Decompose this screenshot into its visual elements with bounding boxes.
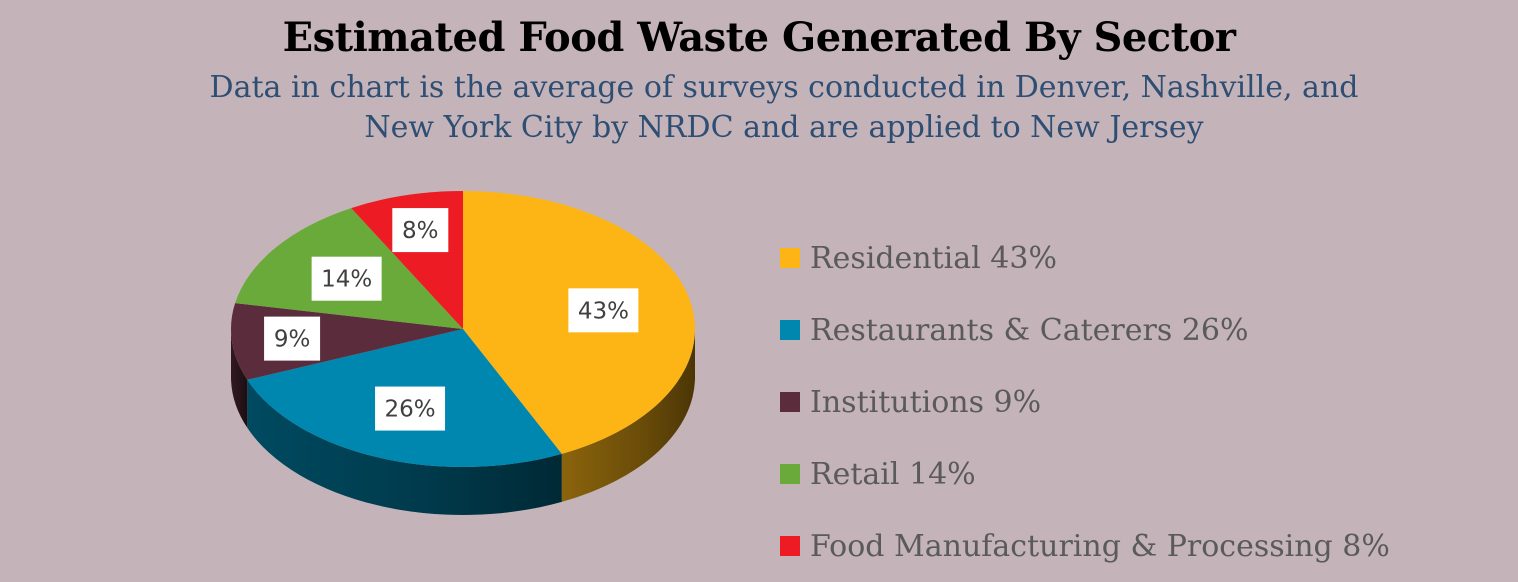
data-label-text: 26% (384, 397, 435, 423)
data-label: 9% (264, 316, 321, 361)
legend-swatch (780, 536, 800, 556)
legend-item: Residential 43% (780, 222, 1390, 294)
legend-item: Retail 14% (780, 438, 1390, 510)
legend-label: Residential 43% (810, 240, 1057, 276)
chart-subtitle: Data in chart is the average of surveys … (209, 70, 1359, 145)
data-label: 8% (392, 208, 449, 253)
chart-title: Estimated Food Waste Generated By Sector (282, 14, 1236, 61)
data-label-text: 43% (578, 298, 629, 324)
pie-side-restaurants-caterers (247, 379, 562, 515)
legend-label: Restaurants & Caterers 26% (810, 312, 1249, 348)
data-label: 14% (311, 256, 382, 301)
legend-swatch (780, 464, 800, 484)
legend-label: Food Manufacturing & Processing 8% (810, 528, 1390, 564)
legend-swatch (780, 320, 800, 340)
legend-swatch (780, 392, 800, 412)
pie-chart: 43% 26% 9% 14% 8% (231, 191, 695, 515)
legend-item: Food Manufacturing & Processing 8% (780, 510, 1390, 582)
data-label-text: 9% (274, 327, 311, 353)
pie-side-residential (561, 329, 695, 502)
chart-legend: Residential 43% Restaurants & Caterers 26… (780, 222, 1390, 582)
legend-item: Institutions 9% (780, 366, 1390, 438)
legend-swatch (780, 248, 800, 268)
legend-item: Restaurants & Caterers 26% (780, 294, 1390, 366)
legend-label: Retail 14% (810, 456, 976, 492)
data-label-text: 8% (402, 218, 439, 244)
data-label: 43% (568, 288, 639, 333)
pie-side-institutions (231, 329, 248, 428)
legend-label: Institutions 9% (810, 384, 1042, 420)
data-label: 26% (375, 386, 446, 431)
data-label-text: 14% (321, 267, 372, 293)
